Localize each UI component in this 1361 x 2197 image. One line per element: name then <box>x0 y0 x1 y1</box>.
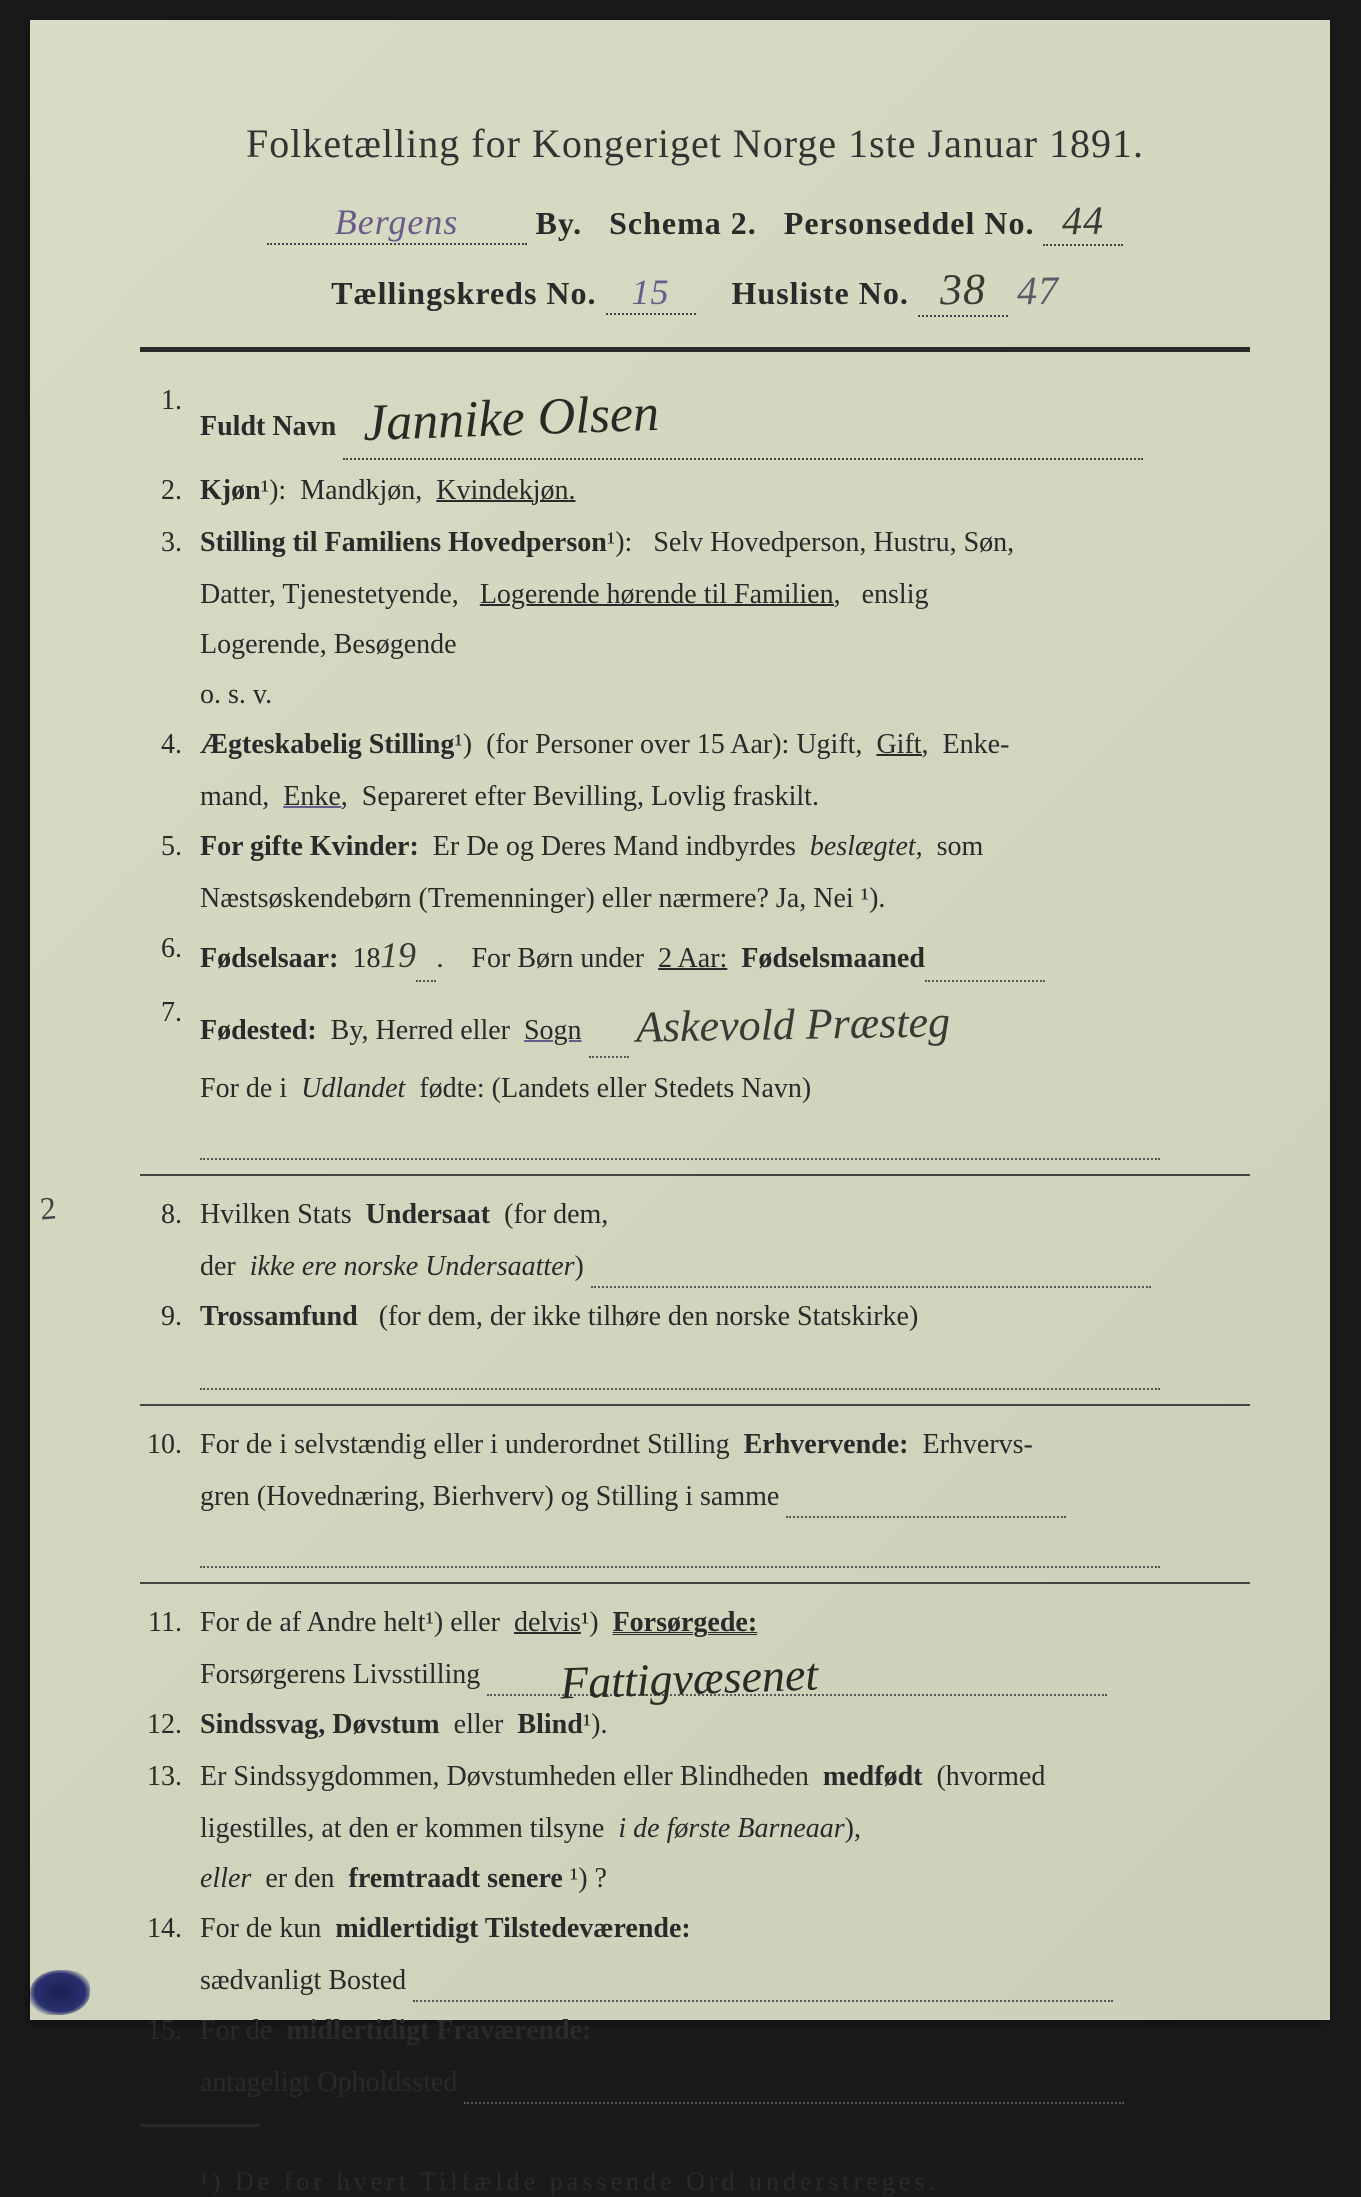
blind-label: Blind <box>517 1709 582 1740</box>
entry-3-line3: Logerende, Besøgende <box>200 624 1250 666</box>
fremtraadt-label: fremtraadt senere <box>349 1863 563 1894</box>
entry-11-line2: Forsørgerens Livsstilling Fattigvæsenet <box>200 1654 1250 1696</box>
entry-15-line2: antageligt Opholdssted <box>200 2062 1250 2104</box>
entry-9: 9. Trossamfund (for dem, der ikke tilhør… <box>140 1296 1250 1338</box>
entry-11: 11. For de af Andre helt¹) eller delvis¹… <box>140 1602 1250 1644</box>
undersaat-label: Undersaat <box>366 1199 490 1230</box>
forsorgede-label: Forsørgede: <box>613 1607 758 1638</box>
schema-label: Schema 2. <box>609 205 757 241</box>
personseddel-label: Personseddel No. <box>784 205 1035 241</box>
entry-8: 8. Hvilken Stats Undersaat (for dem, <box>140 1194 1250 1236</box>
fuldt-navn-label: Fuldt Navn <box>200 411 336 442</box>
husliste-label: Husliste No. <box>732 275 909 311</box>
erhvervende-label: Erhvervende: <box>744 1429 909 1460</box>
sogn-underlined: Sogn <box>524 1015 582 1046</box>
full-name-hw: Jannike Olsen <box>362 375 661 463</box>
divider-short <box>140 2124 260 2127</box>
kreds-label: Tællingskreds No. <box>331 275 596 311</box>
medfodt-label: medfødt <box>823 1761 923 1792</box>
entry-15: 15. For de midlertidigt Fraværende: <box>140 2010 1250 2052</box>
gifte-kvinder-label: For gifte Kvinder: <box>200 831 419 862</box>
mandkjon: Mandkjøn, <box>300 475 422 506</box>
city-handwritten: Bergens <box>335 202 459 242</box>
entry-12: 12. Sindssvag, Døvstum eller Blind¹). <box>140 1704 1250 1746</box>
entry-10: 10. For de i selvstændig eller i underor… <box>140 1424 1250 1466</box>
entry-5: 5. For gifte Kvinder: Er De og Deres Man… <box>140 826 1250 868</box>
kvindekjon-underlined: Kvindekjøn. <box>436 475 575 506</box>
ink-blot <box>30 1970 90 2015</box>
divider-3 <box>140 1582 1250 1584</box>
entry-6: 6. Fødselsaar: 1819. For Børn under 2 Aa… <box>140 928 1250 982</box>
entry-14: 14. For de kun midlertidigt Tilstedevære… <box>140 1908 1250 1950</box>
aegteskab-label: Ægteskabelig Stilling <box>200 729 454 760</box>
entry-14-line2: sædvanligt Bosted <box>200 1960 1250 2002</box>
margin-note: 2 <box>38 1189 57 1227</box>
census-form-page: Folketælling for Kongeriget Norge 1ste J… <box>30 20 1330 2020</box>
divider-2 <box>140 1404 1250 1406</box>
fodselsaar-label: Fødselsaar: <box>200 943 338 974</box>
line3-row: Tællingskreds No. 15 Husliste No. 38 47 <box>140 264 1250 317</box>
entry-8-line2: der ikke ere norske Undersaatter) <box>200 1246 1250 1288</box>
divider-1 <box>140 1174 1250 1176</box>
entry-7: 7. Fødested: By, Herred eller Sogn Askev… <box>140 992 1250 1058</box>
fodselsmaaned-label: Fødselsmaaned <box>741 943 925 974</box>
entry-3-line2: Datter, Tjenestetyende, Logerende hørend… <box>200 574 1250 616</box>
personseddel-no: 44 <box>1062 197 1105 245</box>
husliste-suffix: 47 <box>1016 267 1059 315</box>
enke-underlined: Enke, <box>283 781 348 812</box>
footnote: ¹) De for hvert Tilfælde passende Ord un… <box>200 2167 1250 2197</box>
entry-4: 4. Ægteskabelig Stilling¹) (for Personer… <box>140 724 1250 766</box>
entry-5-line2: Næstsøskendebørn (Tremenninger) eller næ… <box>200 878 1250 920</box>
entry-13-line3: eller er den fremtraadt senere ¹) ? <box>200 1858 1250 1900</box>
fodested-hw: Askevold Præsteg <box>635 989 950 1060</box>
delvis-underlined: delvis <box>514 1607 581 1638</box>
fodested-label: Fødested: <box>200 1015 317 1046</box>
stilling-label: Stilling til Familiens Hovedperson <box>200 527 607 558</box>
main-title: Folketælling for Kongeriget Norge 1ste J… <box>140 120 1250 167</box>
entry-13-line2: ligestilles, at den er kommen tilsyne i … <box>200 1808 1250 1850</box>
tilstedevaerende-label: midlertidigt Tilstedeværende: <box>335 1913 690 1944</box>
entry-2: 2. Kjøn¹): Mandkjøn, Kvindekjøn. <box>140 470 1250 512</box>
year-hw: 19 <box>380 928 417 983</box>
entry-1: 1. Fuldt Navn Jannike Olsen <box>140 380 1250 460</box>
by-label: By. <box>536 205 583 241</box>
entry-3-line4: o. s. v. <box>200 674 1250 716</box>
entry-7-sub: For de i Udlandet fødte: (Landets eller … <box>200 1068 1250 1110</box>
entry-3: 3. Stilling til Familiens Hovedperson¹):… <box>140 522 1250 564</box>
entry-4-line2: mand, Enke, Separeret efter Bevilling, L… <box>200 776 1250 818</box>
trossamfund-label: Trossamfund <box>200 1301 358 1332</box>
husliste-no: 38 <box>939 264 986 316</box>
divider-thick <box>140 347 1250 352</box>
entry-13: 13. Er Sindssygdommen, Døvstumheden elle… <box>140 1756 1250 1798</box>
kjon-label: Kjøn <box>200 475 261 506</box>
gift-underlined: Gift, <box>876 729 928 760</box>
kreds-no: 15 <box>632 272 670 312</box>
logerende-underlined: Logerende hørende til Familien, <box>480 579 841 610</box>
entry-10-line2: gren (Hovednæring, Bierhverv) og Stillin… <box>200 1476 1250 1518</box>
fravaerende-label: midlertidigt Fraværende: <box>286 2015 591 2046</box>
sindssvag-label: Sindssvag, Døvstum <box>200 1709 440 1740</box>
subtitle-row: Bergens By. Schema 2. Personseddel No. 4… <box>140 197 1250 246</box>
